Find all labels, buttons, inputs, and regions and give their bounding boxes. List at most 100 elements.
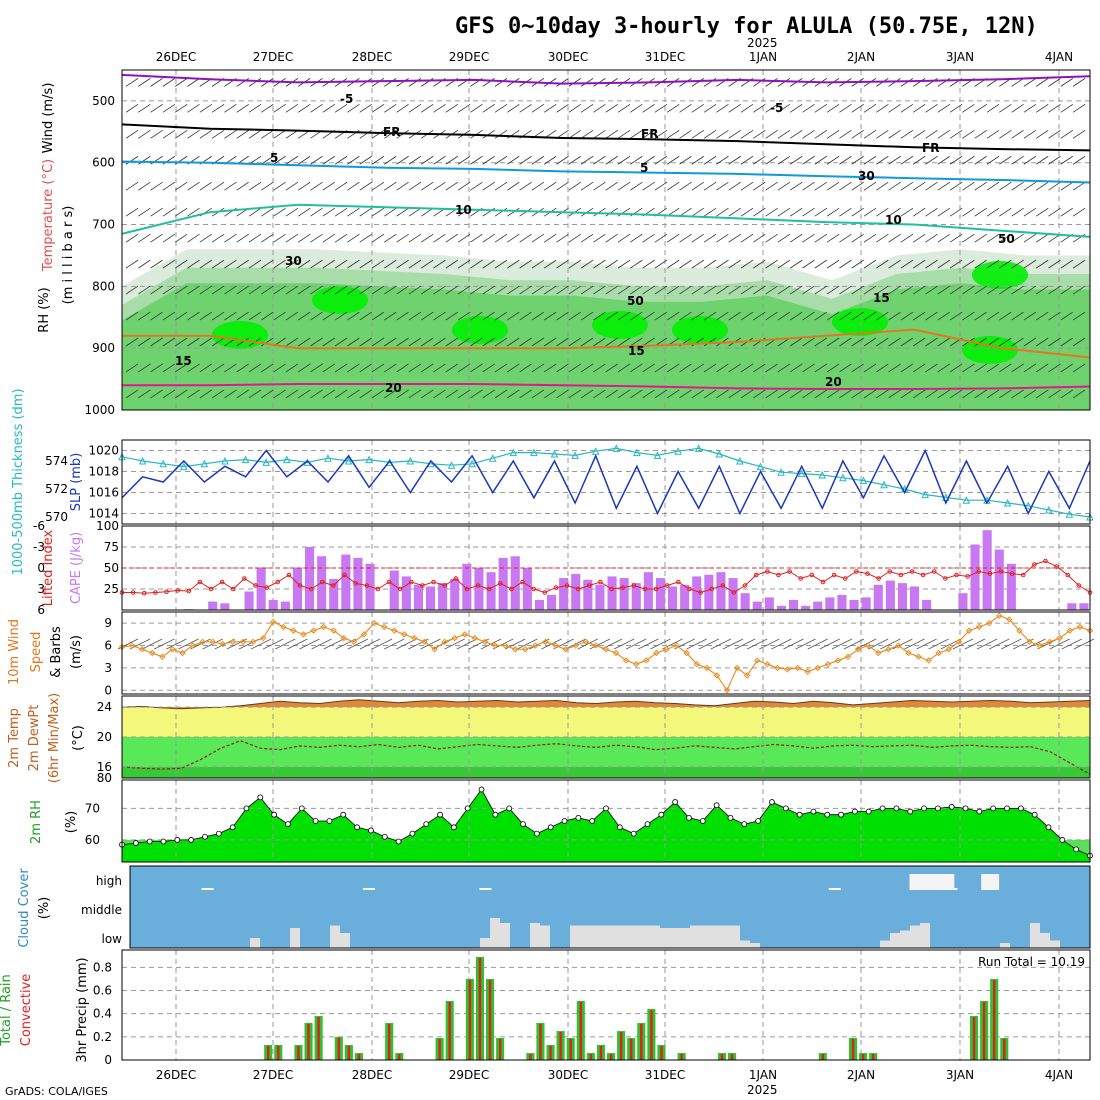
wind-barb [740,233,754,243]
wind-barb [138,285,151,295]
wind-barb [839,285,852,295]
wind-barb [211,389,225,399]
top-date-tick: 1JAN [749,50,777,64]
wind-barb [543,311,557,321]
wind-barb [703,155,717,165]
li-point [397,586,403,592]
wind-barb [531,337,545,347]
cape-bar [982,530,992,610]
precip-convective-bar [730,1054,734,1060]
wind-barb [691,129,705,139]
wind-barb [839,207,852,217]
wind-barb [703,311,717,321]
wind-tick: 9 [104,616,112,630]
wind-barb [789,389,803,399]
wind-barb [1023,285,1037,295]
wind-barb [543,285,557,295]
wind-barb [556,155,569,165]
thickness-point [839,473,847,482]
wind-barb [900,311,914,321]
low-cloud-bar [710,925,720,948]
wind-barb [1023,337,1037,347]
wind-barb [916,638,937,650]
wind-barb [1023,207,1037,217]
wind-barb [928,638,949,650]
wind-barb [1035,233,1049,243]
wind-barb [174,389,188,399]
cape-bar [292,568,302,610]
wind-barb [482,259,495,269]
wind-barb [666,363,680,373]
wind-barb [1049,638,1070,650]
wind-barb [654,103,668,113]
wind-speed-point [733,664,741,672]
wind-barb [839,363,852,373]
wind-barb [605,389,618,399]
wind-barb [839,103,852,113]
wind-barb [605,155,618,165]
wind-barb [297,233,311,243]
wind-barb [777,285,791,295]
li-point [931,569,937,574]
wind-barb [642,233,655,243]
wind-barb [728,207,741,217]
li-point [842,576,848,581]
cape-bar [522,568,532,610]
wind-barb [297,285,311,295]
wind-barb [138,259,151,269]
wind-barb [765,207,778,217]
wind-barb [1023,363,1037,373]
wind-barb [904,638,925,650]
cape-bar [655,578,665,610]
wind-barb [568,233,582,243]
wind-barb [1072,363,1086,373]
wind-barb [470,337,483,347]
wind-barb [396,285,409,295]
wind-barb [962,207,975,217]
li-point [531,586,536,592]
wind-barb [710,638,732,650]
wind-barb [912,233,926,243]
cape-bar [571,573,581,610]
li-point [219,579,225,585]
precip-convective-bar [398,1054,401,1060]
wind-axis-title-3: & Barbs [49,626,64,678]
wind-barb [236,285,249,295]
wind-speed-point [1026,638,1033,646]
rh-point [810,808,817,815]
wind-barb [666,311,680,321]
wind-barb [765,363,778,373]
wind-barb [482,155,495,165]
rh-point [630,830,637,837]
wind-barb [408,155,422,165]
wind-speed-point [128,642,136,649]
li-point [520,579,525,585]
precip-convective-bar [861,1054,865,1060]
rh-point [948,803,955,810]
wind-barb [1035,311,1049,321]
wind-barb [962,155,975,165]
li-point [887,569,893,574]
contour-label: 30 [285,254,302,268]
wind-barb [1035,181,1049,191]
cape-bar [910,586,920,610]
wind-barb [892,638,913,650]
wind-barb [1001,638,1022,650]
wind-barb [740,129,754,139]
slp-tick: 1014 [88,507,119,521]
wind-barb [912,78,926,87]
rh-band-90 [832,308,888,336]
wind-barb [814,259,828,269]
wind-barb [999,285,1012,295]
wind-barb [162,259,176,269]
wind-barb [359,311,372,321]
wind-barb [937,181,951,191]
wind-barb [384,233,397,243]
wind-barb [396,103,409,113]
wind-barb [1048,129,1061,139]
wind-barb [783,638,804,650]
isotherm-15 [122,328,1091,359]
precip-convective-bar [821,1054,825,1060]
li-point [709,586,715,592]
